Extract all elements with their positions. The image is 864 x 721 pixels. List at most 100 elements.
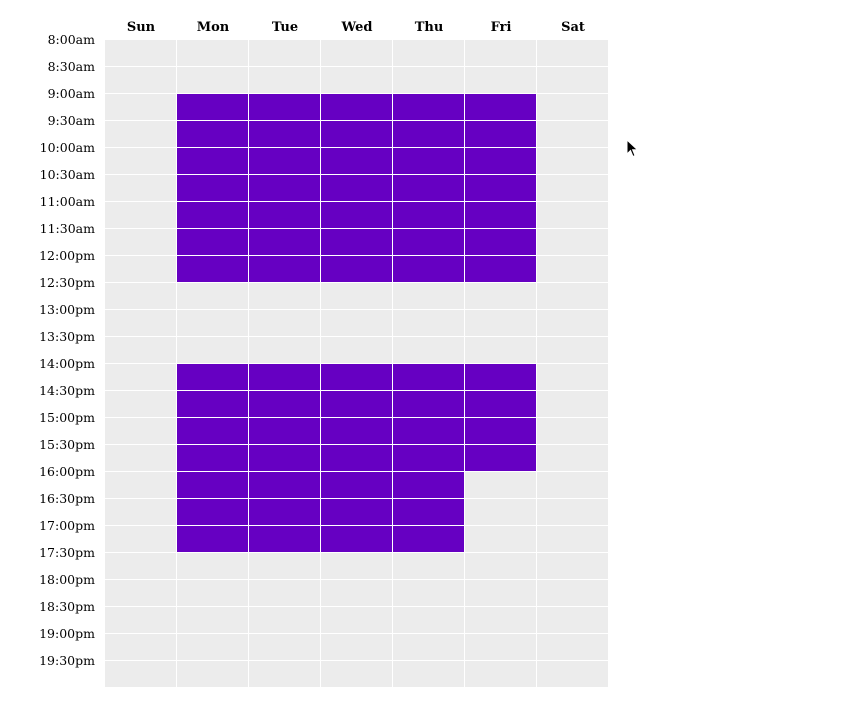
time-slot-sat-1730pm[interactable] (537, 553, 608, 579)
time-slot-wed-1200pm[interactable] (321, 256, 392, 282)
time-slot-mon-1930pm[interactable] (177, 661, 248, 687)
time-slot-tue-1000am[interactable] (249, 148, 320, 174)
time-slot-sun-930am[interactable] (105, 121, 176, 147)
time-slot-tue-1630pm[interactable] (249, 499, 320, 525)
time-slot-sun-1330pm[interactable] (105, 337, 176, 363)
time-slot-sat-1500pm[interactable] (537, 418, 608, 444)
time-slot-wed-1130am[interactable] (321, 229, 392, 255)
time-slot-sat-1530pm[interactable] (537, 445, 608, 471)
time-slot-fri-1430pm[interactable] (465, 391, 536, 417)
time-slot-wed-1000am[interactable] (321, 148, 392, 174)
time-slot-tue-1730pm[interactable] (249, 553, 320, 579)
time-slot-sun-1600pm[interactable] (105, 472, 176, 498)
time-slot-tue-1430pm[interactable] (249, 391, 320, 417)
time-slot-thu-1930pm[interactable] (393, 661, 464, 687)
time-slot-tue-1330pm[interactable] (249, 337, 320, 363)
time-slot-mon-1230pm[interactable] (177, 283, 248, 309)
time-slot-fri-1030am[interactable] (465, 175, 536, 201)
time-slot-tue-1700pm[interactable] (249, 526, 320, 552)
time-slot-sun-800am[interactable] (105, 40, 176, 66)
time-slot-wed-1300pm[interactable] (321, 310, 392, 336)
time-slot-thu-1830pm[interactable] (393, 607, 464, 633)
time-slot-sat-1030am[interactable] (537, 175, 608, 201)
time-slot-sun-1830pm[interactable] (105, 607, 176, 633)
time-slot-wed-1430pm[interactable] (321, 391, 392, 417)
time-slot-wed-1330pm[interactable] (321, 337, 392, 363)
time-slot-tue-1300pm[interactable] (249, 310, 320, 336)
time-slot-thu-1030am[interactable] (393, 175, 464, 201)
time-slot-mon-1300pm[interactable] (177, 310, 248, 336)
time-slot-sat-1100am[interactable] (537, 202, 608, 228)
time-slot-fri-1000am[interactable] (465, 148, 536, 174)
time-slot-thu-800am[interactable] (393, 40, 464, 66)
time-slot-wed-1230pm[interactable] (321, 283, 392, 309)
time-slot-fri-1700pm[interactable] (465, 526, 536, 552)
time-slot-fri-1500pm[interactable] (465, 418, 536, 444)
time-slot-fri-1800pm[interactable] (465, 580, 536, 606)
time-slot-sat-1600pm[interactable] (537, 472, 608, 498)
time-slot-sun-1200pm[interactable] (105, 256, 176, 282)
time-slot-mon-1500pm[interactable] (177, 418, 248, 444)
time-slot-wed-900am[interactable] (321, 94, 392, 120)
time-slot-fri-1400pm[interactable] (465, 364, 536, 390)
time-slot-sun-830am[interactable] (105, 67, 176, 93)
time-slot-mon-1630pm[interactable] (177, 499, 248, 525)
time-slot-wed-1700pm[interactable] (321, 526, 392, 552)
time-slot-sun-1230pm[interactable] (105, 283, 176, 309)
time-slot-sat-1930pm[interactable] (537, 661, 608, 687)
time-slot-sat-1830pm[interactable] (537, 607, 608, 633)
time-slot-thu-1430pm[interactable] (393, 391, 464, 417)
time-slot-fri-1530pm[interactable] (465, 445, 536, 471)
time-slot-mon-1800pm[interactable] (177, 580, 248, 606)
time-slot-mon-1130am[interactable] (177, 229, 248, 255)
time-slot-sat-1700pm[interactable] (537, 526, 608, 552)
time-slot-thu-1130am[interactable] (393, 229, 464, 255)
time-slot-sun-1100am[interactable] (105, 202, 176, 228)
time-slot-fri-1630pm[interactable] (465, 499, 536, 525)
time-slot-mon-1730pm[interactable] (177, 553, 248, 579)
time-slot-sun-1500pm[interactable] (105, 418, 176, 444)
time-slot-wed-1800pm[interactable] (321, 580, 392, 606)
time-slot-wed-1100am[interactable] (321, 202, 392, 228)
time-slot-sat-1000am[interactable] (537, 148, 608, 174)
time-slot-sun-1630pm[interactable] (105, 499, 176, 525)
time-slot-fri-1330pm[interactable] (465, 337, 536, 363)
time-slot-tue-800am[interactable] (249, 40, 320, 66)
time-slot-sun-1930pm[interactable] (105, 661, 176, 687)
time-slot-thu-1300pm[interactable] (393, 310, 464, 336)
time-slot-wed-1530pm[interactable] (321, 445, 392, 471)
time-slot-sun-1030am[interactable] (105, 175, 176, 201)
time-slot-sat-800am[interactable] (537, 40, 608, 66)
time-slot-mon-1430pm[interactable] (177, 391, 248, 417)
time-slot-mon-1200pm[interactable] (177, 256, 248, 282)
time-slot-mon-1600pm[interactable] (177, 472, 248, 498)
time-slot-fri-1130am[interactable] (465, 229, 536, 255)
time-slot-sun-1300pm[interactable] (105, 310, 176, 336)
time-slot-fri-1930pm[interactable] (465, 661, 536, 687)
time-slot-sun-1130am[interactable] (105, 229, 176, 255)
time-slot-wed-1500pm[interactable] (321, 418, 392, 444)
time-slot-tue-1830pm[interactable] (249, 607, 320, 633)
time-slot-sun-1700pm[interactable] (105, 526, 176, 552)
time-slot-sat-930am[interactable] (537, 121, 608, 147)
time-slot-sun-900am[interactable] (105, 94, 176, 120)
time-slot-tue-1930pm[interactable] (249, 661, 320, 687)
time-slot-tue-1030am[interactable] (249, 175, 320, 201)
time-slot-sat-830am[interactable] (537, 67, 608, 93)
time-slot-tue-830am[interactable] (249, 67, 320, 93)
time-slot-fri-1900pm[interactable] (465, 634, 536, 660)
time-slot-sat-1800pm[interactable] (537, 580, 608, 606)
time-slot-thu-1500pm[interactable] (393, 418, 464, 444)
time-slot-mon-800am[interactable] (177, 40, 248, 66)
time-slot-wed-1730pm[interactable] (321, 553, 392, 579)
time-slot-fri-1830pm[interactable] (465, 607, 536, 633)
time-slot-sun-1730pm[interactable] (105, 553, 176, 579)
time-slot-wed-1930pm[interactable] (321, 661, 392, 687)
time-slot-tue-1230pm[interactable] (249, 283, 320, 309)
time-slot-sun-1000am[interactable] (105, 148, 176, 174)
time-slot-wed-830am[interactable] (321, 67, 392, 93)
time-slot-mon-1830pm[interactable] (177, 607, 248, 633)
time-slot-fri-1600pm[interactable] (465, 472, 536, 498)
time-slot-fri-1200pm[interactable] (465, 256, 536, 282)
time-slot-tue-1500pm[interactable] (249, 418, 320, 444)
